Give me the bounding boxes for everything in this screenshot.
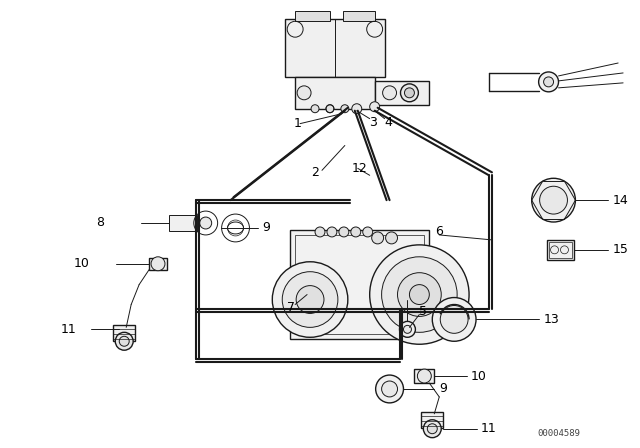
Circle shape [410,284,429,305]
Circle shape [115,332,133,350]
Bar [149,258,167,270]
Circle shape [372,232,383,244]
Circle shape [532,178,575,222]
Text: 00004589: 00004589 [537,429,580,438]
Text: 3: 3 [369,116,376,129]
Circle shape [351,227,361,237]
Circle shape [423,420,441,438]
Bar [421,412,444,428]
Text: 15: 15 [613,243,629,256]
Circle shape [428,424,437,434]
Bar [295,11,330,21]
Bar [285,19,385,77]
Bar [415,369,435,383]
Circle shape [399,321,415,337]
Text: 6: 6 [435,225,443,238]
Circle shape [381,257,457,332]
Circle shape [370,245,469,344]
Text: 9: 9 [262,221,270,234]
Bar [548,242,572,258]
Circle shape [297,86,311,100]
Circle shape [339,227,349,237]
Circle shape [200,217,212,229]
Bar [374,81,429,105]
Text: 13: 13 [543,313,559,326]
Bar [295,77,374,109]
Circle shape [381,381,397,397]
Circle shape [272,262,348,337]
Text: 4: 4 [385,116,392,129]
Circle shape [151,257,165,271]
Text: 5: 5 [419,305,428,318]
Bar [149,258,167,270]
Circle shape [326,105,334,113]
Circle shape [119,336,129,346]
Circle shape [352,104,362,114]
Bar [290,230,429,339]
Circle shape [315,227,325,237]
Circle shape [539,72,559,92]
Circle shape [417,369,431,383]
Circle shape [383,86,397,100]
Text: 2: 2 [311,166,319,179]
Text: 8: 8 [97,215,104,228]
Circle shape [401,84,419,102]
Circle shape [540,186,568,214]
Circle shape [370,102,380,112]
Bar [295,235,424,334]
Circle shape [543,77,554,87]
Circle shape [341,105,349,113]
Circle shape [311,105,319,113]
Circle shape [440,306,468,333]
Circle shape [404,88,415,98]
Circle shape [327,227,337,237]
Circle shape [296,286,324,314]
Circle shape [397,273,441,316]
Circle shape [376,375,403,403]
Text: 10: 10 [74,257,90,270]
Text: 14: 14 [613,194,629,207]
Text: 1: 1 [293,117,301,130]
Bar [343,11,374,21]
Text: 7: 7 [287,301,295,314]
Circle shape [432,297,476,341]
Bar [169,215,196,231]
Text: 10: 10 [471,370,487,383]
Circle shape [282,271,338,327]
Circle shape [363,227,372,237]
Text: 9: 9 [439,383,447,396]
Text: 11: 11 [481,422,497,435]
Circle shape [403,325,412,333]
Circle shape [385,232,397,244]
Text: 11: 11 [61,323,77,336]
Text: 12: 12 [352,162,367,175]
Bar [113,325,135,341]
Bar [547,240,575,260]
